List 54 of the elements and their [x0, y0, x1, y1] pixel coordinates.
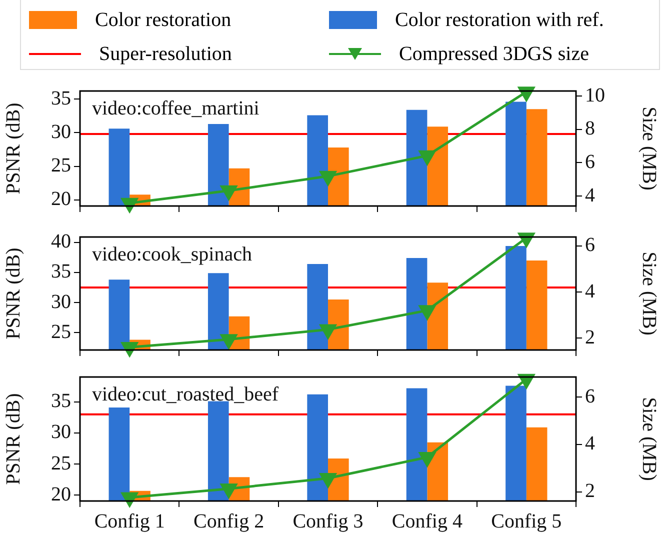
point: [220, 334, 237, 349]
y-tick-label: 30: [51, 421, 71, 444]
y-tick-label: 35: [51, 87, 71, 110]
y2-tick-label: 6: [585, 150, 595, 173]
y-axis-title: PSNR (dB): [2, 102, 24, 194]
point: [320, 170, 336, 186]
x-tick-label: Config 3: [292, 510, 364, 532]
y-axis-title: PSNR (dB): [2, 393, 24, 485]
point: [518, 232, 535, 248]
y-tick-label: 25: [51, 154, 71, 177]
y2-tick-label: 10: [585, 84, 605, 106]
point: [220, 483, 237, 498]
y2-tick-label: 2: [585, 326, 595, 348]
point: [121, 198, 138, 212]
y-axis-title: PSNR (dB): [2, 248, 24, 340]
legend-label: Color restoration: [95, 8, 232, 32]
y2-tick-label: 2: [585, 480, 595, 502]
point: [518, 86, 535, 102]
point: [320, 324, 336, 339]
y2-tick-label: 6: [585, 385, 595, 408]
point: [419, 305, 436, 320]
y2-axis-title: Size (MB): [638, 252, 660, 336]
y-tick-label: 30: [51, 290, 71, 313]
point: [419, 452, 436, 466]
y-tick-label: 40: [51, 230, 71, 253]
y-tick-label: 20: [51, 188, 71, 210]
y2-tick-label: 4: [585, 280, 595, 302]
annotation: video:cut_roasted_beef: [92, 383, 279, 406]
x-tick-label: Config 1: [94, 510, 165, 532]
y2-tick-label: 8: [585, 118, 595, 140]
point: [419, 150, 436, 165]
x-tick-label: Config 2: [194, 510, 264, 532]
y2-tick-label: 6: [585, 234, 595, 256]
point: [121, 492, 138, 507]
point: [320, 473, 336, 488]
y2-axis-title: Size (MB): [638, 397, 660, 481]
y2-tick-label: 4: [585, 184, 595, 206]
y-tick-label: 35: [51, 260, 71, 283]
annotation: video:coffee_martini: [92, 97, 260, 120]
y-tick-label: 35: [51, 390, 71, 412]
x-tick-label: Config 4: [392, 510, 462, 532]
point: [121, 342, 138, 356]
legend-label: Super-resolution: [99, 42, 232, 66]
point: [220, 185, 237, 200]
y-tick-label: 25: [51, 452, 71, 474]
y-tick-label: 20: [51, 483, 71, 506]
x-tick-label: Config 5: [491, 510, 562, 532]
legend-label: Color restoration with ref.: [395, 8, 604, 32]
y-tick-label: 30: [51, 120, 71, 143]
y2-tick-label: 4: [585, 432, 595, 455]
annotation: video:cook_spinach: [92, 243, 252, 266]
y2-axis-title: Size (MB): [638, 106, 660, 190]
legend-label: Compressed 3DGS size: [399, 42, 589, 66]
y-tick-label: 25: [51, 320, 71, 343]
